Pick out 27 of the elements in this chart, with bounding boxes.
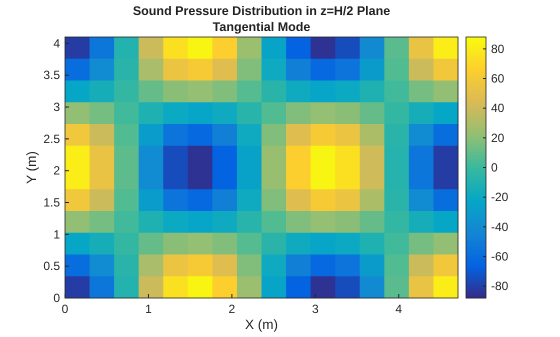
y-tick-label: 4 <box>53 36 60 50</box>
chart-title: Sound Pressure Distribution in z=H/2 Plane <box>132 4 390 18</box>
y-tick-label: 2.5 <box>43 132 60 146</box>
color-bar-label: 20 <box>491 130 505 145</box>
color-bar-label: 40 <box>491 101 505 116</box>
y-tick-label: 1 <box>53 227 60 242</box>
x-tick-label: 0 <box>62 302 69 316</box>
y-tick-label: 2 <box>53 164 60 178</box>
x-tick-label: 2 <box>228 302 236 316</box>
y-tick-label: 0.5 <box>43 259 60 274</box>
color-bar-label: -80 <box>491 279 509 294</box>
y-tick-label: 3.5 <box>43 68 60 82</box>
color-bar-label: -20 <box>491 190 509 204</box>
color-bar-label: 60 <box>491 72 505 86</box>
color-bar-label: -60 <box>491 249 509 264</box>
y-tick-label: 0 <box>53 291 60 305</box>
color-bar-label: -40 <box>491 220 509 234</box>
color-bar-label: 0 <box>491 160 498 174</box>
chart-subtitle: Tangential Mode <box>212 20 310 34</box>
color-bar-label: 80 <box>491 42 505 56</box>
y-tick-label: 3 <box>53 100 60 114</box>
x-tick-label: 1 <box>145 302 152 316</box>
x-tick-label: 3 <box>312 302 319 316</box>
x-axis-title: X (m) <box>245 317 278 332</box>
y-tick-label: 1.5 <box>43 196 60 210</box>
x-tick-label: 4 <box>395 302 402 316</box>
y-axis-title: Y (m) <box>24 151 39 184</box>
